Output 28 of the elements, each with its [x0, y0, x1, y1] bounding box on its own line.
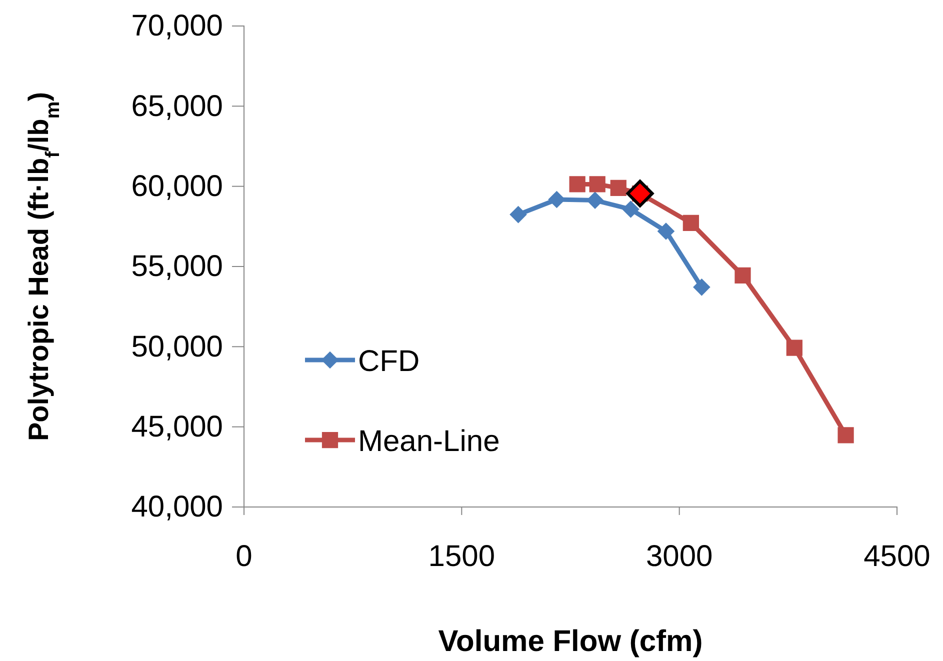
y-tick-label: 45,000 [131, 410, 223, 444]
point [657, 222, 675, 240]
y-tick-label: 65,000 [131, 90, 223, 123]
legend-label: Mean-Line [358, 425, 500, 458]
point [610, 180, 626, 196]
x-tick-label: 4500 [864, 540, 930, 573]
point [786, 340, 802, 356]
point [693, 278, 710, 296]
y-tick-label: 60,000 [131, 170, 223, 203]
point [734, 267, 751, 284]
y-tick-label: 70,000 [131, 10, 223, 43]
x-axis-title: Volume Flow (cfm) [438, 625, 703, 658]
point [586, 192, 604, 209]
point [682, 214, 700, 231]
point [569, 176, 586, 192]
point [548, 190, 566, 208]
x-tick-label: 1500 [428, 540, 496, 573]
legend-label: CFD [358, 345, 420, 378]
y-tick-label: 50,000 [131, 330, 223, 364]
point [510, 206, 527, 224]
point [589, 176, 606, 192]
point [626, 180, 654, 208]
x-tick-label: 3000 [646, 540, 713, 573]
y-tick-label: 40,000 [131, 490, 223, 524]
point [838, 427, 854, 444]
x-tick-label: 0 [236, 540, 252, 573]
point [622, 200, 640, 218]
y-tick-label: 55,000 [131, 250, 223, 284]
